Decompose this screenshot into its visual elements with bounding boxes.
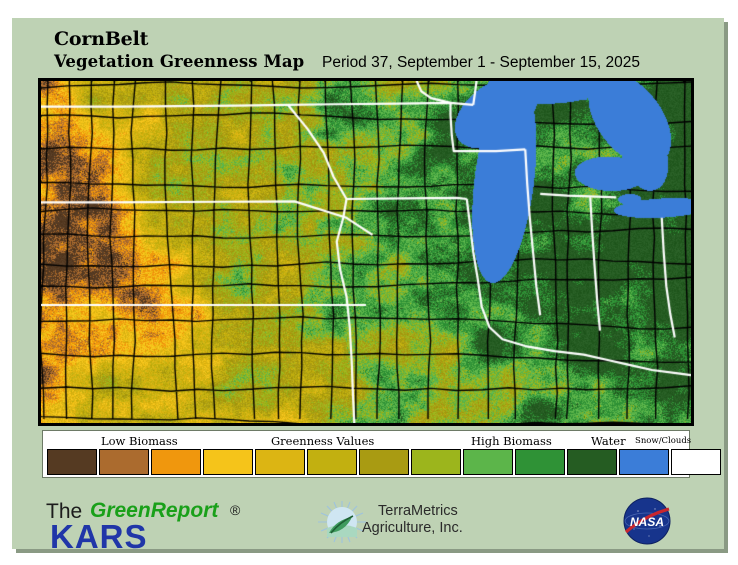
terrametrics-leaf-icon (312, 500, 372, 544)
map-raster-canvas (41, 81, 691, 423)
legend-swatch-greenness-class-7 (359, 449, 409, 475)
registered-trademark-icon: ® (230, 502, 241, 518)
legend-label-water: Water (591, 434, 626, 448)
legend: Low Biomass Greenness Values High Biomas… (42, 430, 721, 478)
terrametrics-name-line1: TerraMetrics (378, 503, 458, 519)
header: CornBelt Vegetation Greenness Map Period… (12, 18, 724, 78)
legend-swatch-greenness-class-3 (151, 449, 201, 475)
page-title: CornBelt (54, 28, 149, 50)
legend-swatch-greenness-class-5 (255, 449, 305, 475)
footer: The GreenReport ® KARS (12, 480, 724, 555)
nasa-wordmark: NASA (630, 515, 664, 529)
legend-label-greenness: Greenness Values (271, 434, 375, 448)
terrametrics-name-line2: Agriculture, Inc. (362, 520, 463, 536)
legend-swatch-greenness-class-2 (99, 449, 149, 475)
legend-label-low-biomass: Low Biomass (101, 434, 178, 448)
legend-swatch-greenness-class-10 (515, 449, 565, 475)
period-date-range: Period 37, September 1 - September 15, 2… (322, 54, 640, 71)
legend-swatch-greenness-class-4 (203, 449, 253, 475)
legend-swatch-row (47, 449, 721, 475)
greenreport-wordmark: GreenReport (90, 499, 219, 522)
nasa-logo-icon: NASA (622, 496, 672, 546)
kars-wordmark: KARS (50, 518, 148, 555)
vegetation-greenness-map (38, 78, 694, 426)
legend-swatch-snow-clouds-class (671, 449, 721, 475)
the-word: The (46, 500, 83, 523)
page-subtitle: Vegetation Greenness Map (54, 52, 305, 71)
legend-swatch-greenness-class-8 (411, 449, 461, 475)
greenreport-map-panel: CornBelt Vegetation Greenness Map Period… (12, 18, 724, 555)
legend-label-snow-clouds: Snow/Clouds (635, 436, 692, 446)
legend-label-high-biomass: High Biomass (471, 434, 552, 448)
legend-swatch-greenness-class-1 (47, 449, 97, 475)
legend-swatch-greenness-class-9 (463, 449, 513, 475)
legend-swatch-greenness-class-11 (567, 449, 617, 475)
legend-swatch-water-class (619, 449, 669, 475)
legend-swatch-greenness-class-6 (307, 449, 357, 475)
